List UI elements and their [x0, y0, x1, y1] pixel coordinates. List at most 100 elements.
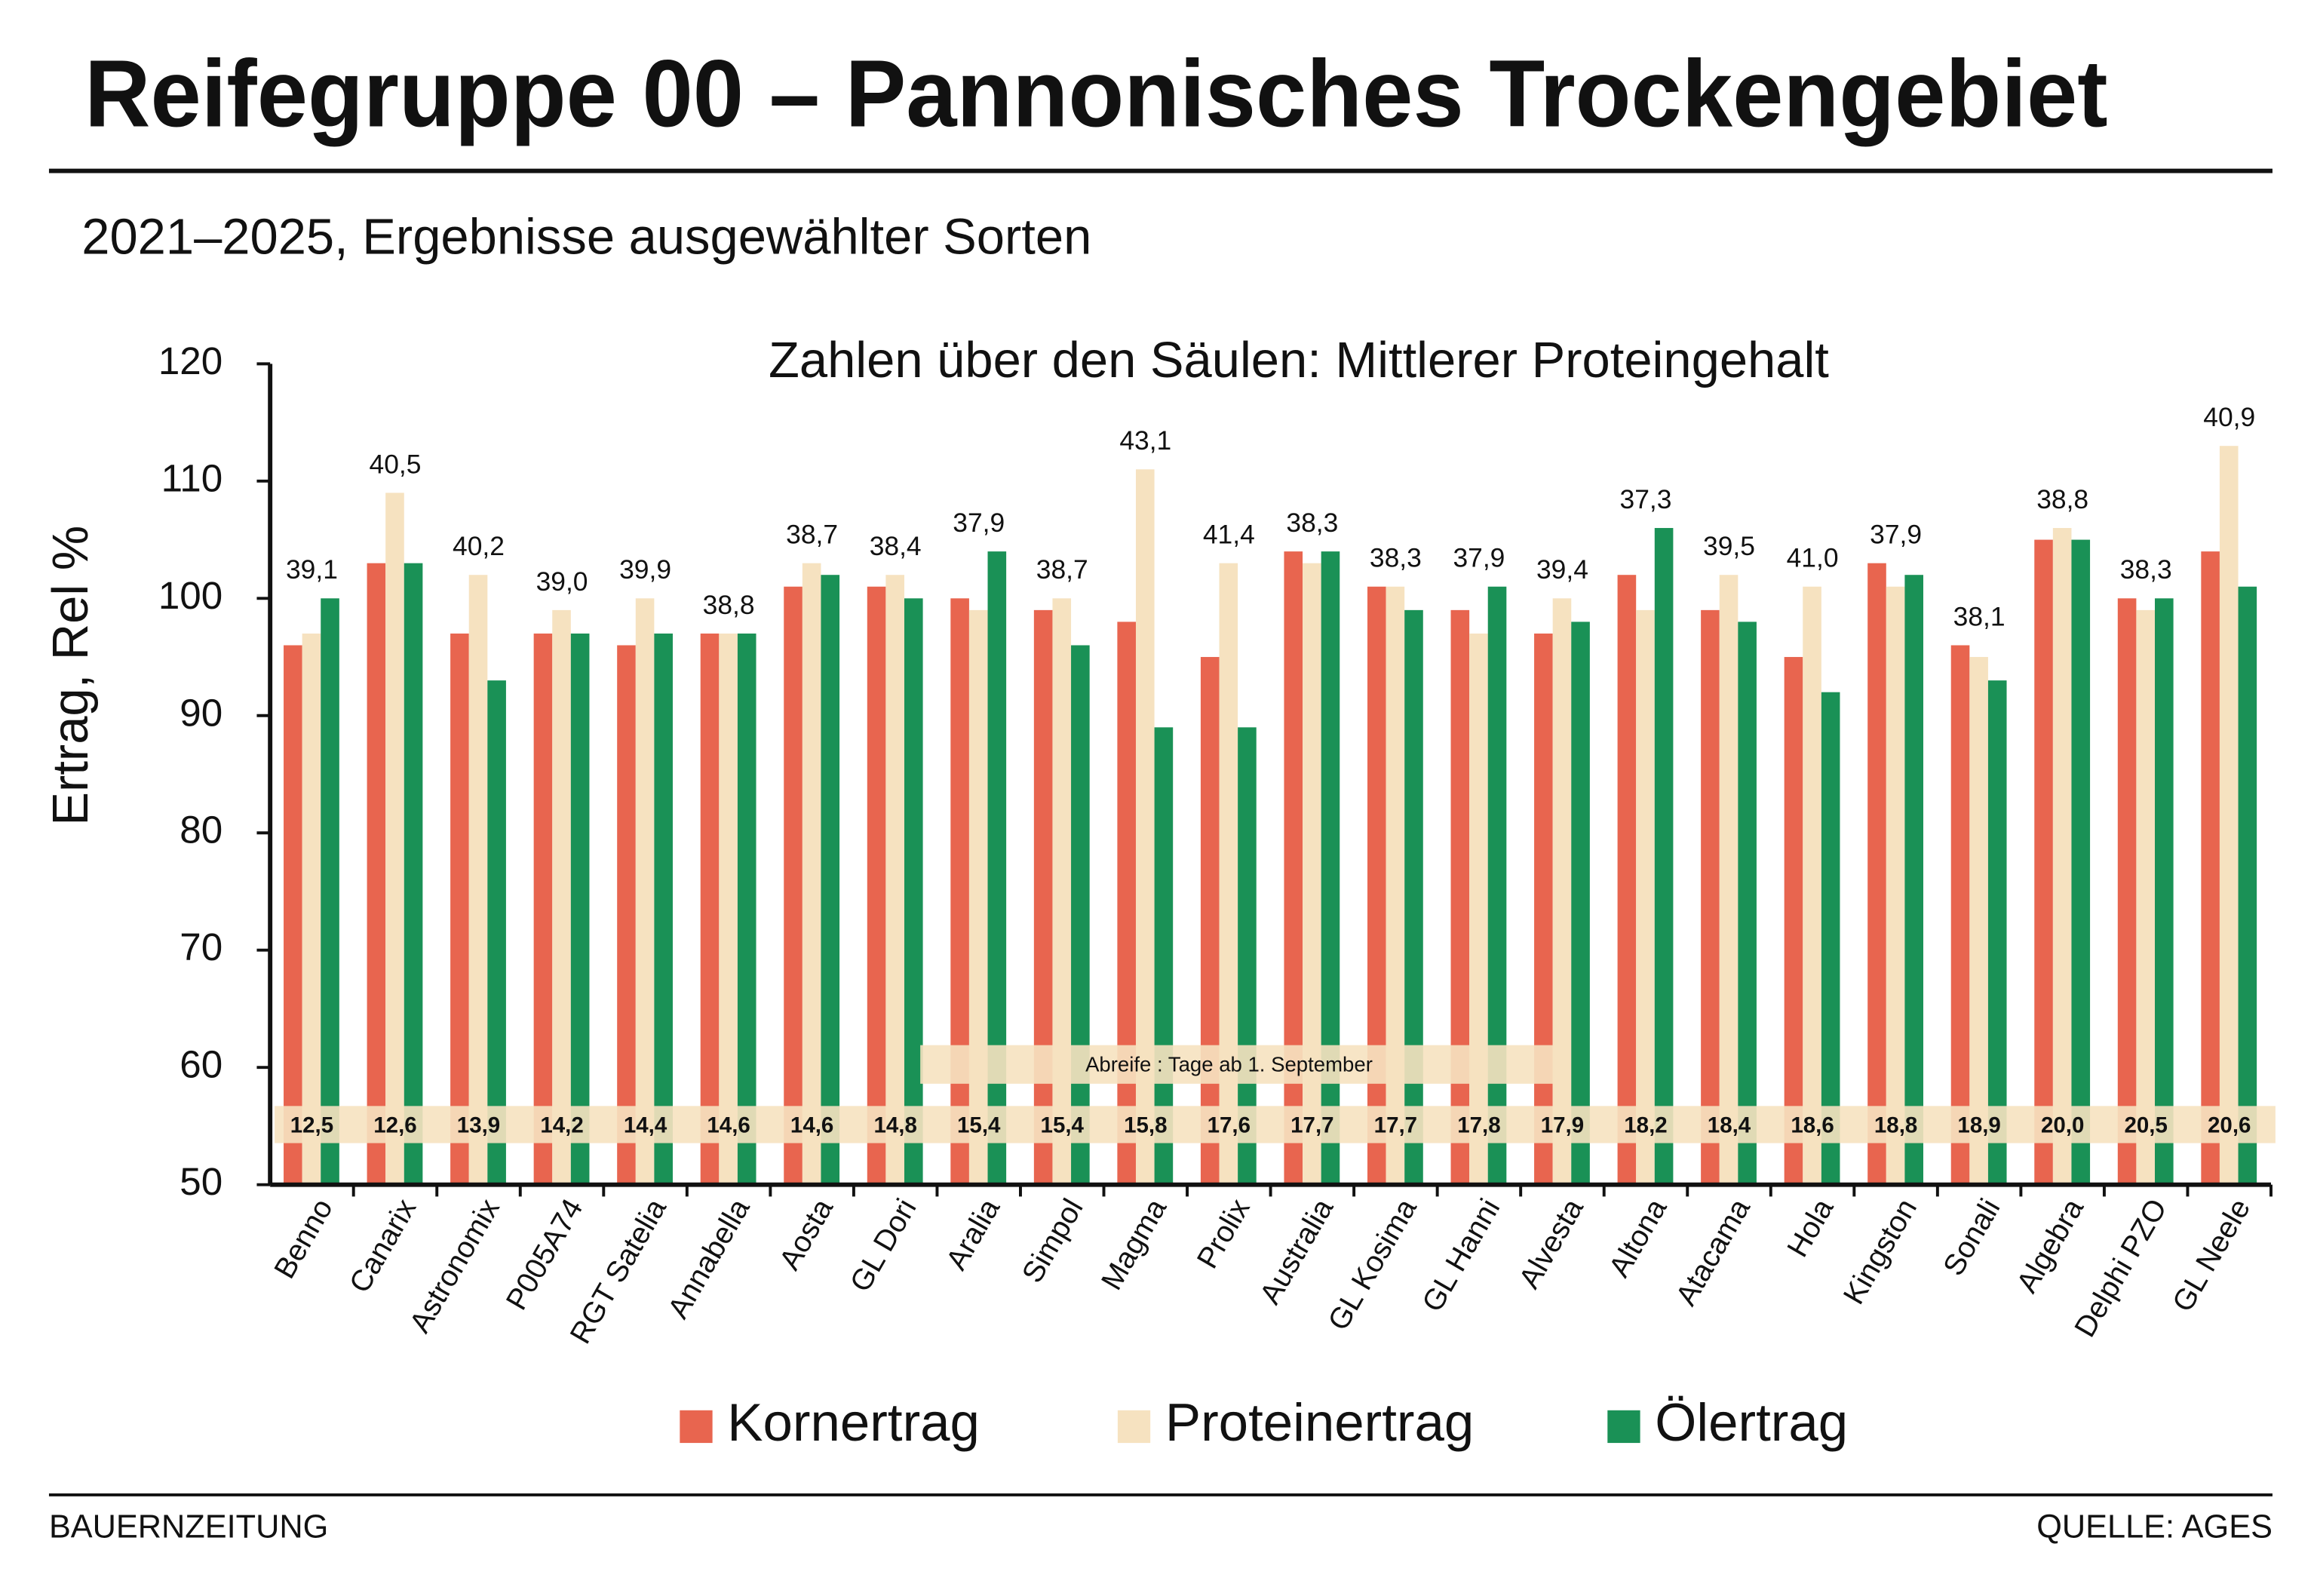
data-label: 39,5 [1703, 531, 1755, 561]
maturity-label: 20,5 [2124, 1113, 2167, 1138]
x-tick-label: Atacama [1669, 1193, 1757, 1312]
data-label: 41,4 [1203, 520, 1255, 550]
y-tick-label: 90 [180, 691, 222, 734]
maturity-label: 12,6 [373, 1113, 416, 1138]
x-tick-label: Canarix [343, 1193, 423, 1299]
bar [1987, 680, 2007, 1185]
legend-swatch [1117, 1410, 1151, 1444]
data-label: 38,3 [1370, 543, 1422, 573]
x-tick-label: GL Hanni [1416, 1193, 1506, 1318]
bar [2154, 598, 2174, 1185]
annotation: Zahlen über den Säulen: Mittlerer Protei… [769, 332, 1829, 388]
y-tick-label: 60 [180, 1043, 222, 1086]
maturity-label: 17,9 [1541, 1113, 1584, 1138]
bar [284, 645, 302, 1185]
bar [1654, 528, 1674, 1185]
bar [968, 609, 988, 1185]
maturity-label: 18,2 [1624, 1113, 1667, 1138]
bar [2201, 551, 2220, 1185]
bar [1284, 551, 1303, 1185]
maturity-label: 14,6 [790, 1113, 833, 1138]
data-label: 38,1 [1953, 601, 2006, 631]
bar [635, 598, 655, 1185]
maturity-label: 14,8 [873, 1113, 916, 1138]
legend-swatch [680, 1410, 713, 1444]
bar [1969, 657, 1988, 1185]
maturity-label: 18,4 [1708, 1113, 1751, 1138]
x-tick-label: GL Dori [843, 1193, 922, 1297]
bar [1071, 645, 1090, 1185]
bar [2052, 528, 2072, 1185]
bar [1719, 575, 1739, 1185]
data-label: 37,9 [1453, 543, 1505, 573]
maturity-label: 17,8 [1457, 1113, 1500, 1138]
data-label: 37,9 [1870, 520, 1922, 550]
x-tick-label: Algebra [2010, 1193, 2090, 1299]
bar [552, 609, 571, 1185]
maturity-label: 14,6 [707, 1113, 750, 1138]
bar [487, 680, 506, 1185]
maturity-label: 15,4 [957, 1113, 1001, 1138]
bar [1450, 609, 1470, 1185]
bar [737, 633, 756, 1185]
data-label: 37,3 [1620, 484, 1672, 514]
bar [950, 598, 969, 1185]
bar [2219, 446, 2239, 1185]
bar [1033, 609, 1053, 1185]
maturity-label: 20,0 [2041, 1113, 2084, 1138]
y-tick-label: 120 [158, 339, 222, 382]
x-tick-label: Simpol [1015, 1193, 1089, 1288]
bar [2071, 539, 2091, 1185]
bar [385, 493, 404, 1185]
data-label: 38,3 [2120, 554, 2172, 585]
data-label: 38,4 [870, 531, 922, 561]
bar [1701, 609, 1720, 1185]
bar [404, 563, 423, 1185]
data-label: 39,9 [619, 554, 671, 585]
maturity-band [275, 1106, 2276, 1143]
maturity-label: 15,4 [1041, 1113, 1085, 1138]
bar [1386, 586, 1405, 1185]
bar [1886, 586, 1905, 1185]
x-tick-label: Hola [1781, 1193, 1840, 1263]
bar [1367, 586, 1386, 1185]
y-tick-label: 110 [161, 456, 223, 499]
chart-title: Reifegruppe 00 – Pannonisches Trockengeb… [84, 40, 2107, 146]
bar [570, 633, 590, 1185]
data-label: 43,1 [1119, 425, 1171, 456]
bar [1738, 622, 1757, 1185]
maturity-label: 18,6 [1791, 1113, 1834, 1138]
bar [1117, 622, 1136, 1185]
bar [885, 575, 904, 1185]
bar [1487, 586, 1507, 1185]
data-label: 37,9 [953, 508, 1005, 538]
bar [1052, 598, 1072, 1185]
x-tick-label: Prolix [1190, 1193, 1256, 1274]
data-label: 38,7 [786, 520, 838, 550]
y-tick-label: 70 [180, 925, 222, 968]
bar [617, 645, 636, 1185]
bar [1571, 622, 1590, 1185]
bar [302, 633, 321, 1185]
x-tick-label: Alvesta [1512, 1193, 1590, 1294]
x-tick-label: Annabella [661, 1193, 756, 1324]
data-label: 39,1 [286, 554, 338, 585]
y-tick-label: 80 [180, 809, 222, 852]
bar [1404, 609, 1423, 1185]
bar [367, 563, 386, 1185]
bar [1219, 563, 1238, 1185]
x-tick-label: Aralia [940, 1193, 1006, 1275]
maturity-label: 13,9 [457, 1113, 500, 1138]
bar [904, 598, 923, 1185]
bar [1784, 657, 1803, 1185]
data-label: 38,8 [703, 590, 755, 620]
bar [1803, 586, 1821, 1185]
bar [784, 586, 803, 1185]
bar [533, 633, 553, 1185]
data-label: 38,8 [2036, 484, 2088, 514]
maturity-label: 17,6 [1208, 1113, 1251, 1138]
maturity-label: 12,5 [290, 1113, 333, 1138]
maturity-label: 17,7 [1290, 1113, 1333, 1138]
maturity-label: 15,8 [1124, 1113, 1167, 1138]
bar [1950, 645, 1970, 1185]
